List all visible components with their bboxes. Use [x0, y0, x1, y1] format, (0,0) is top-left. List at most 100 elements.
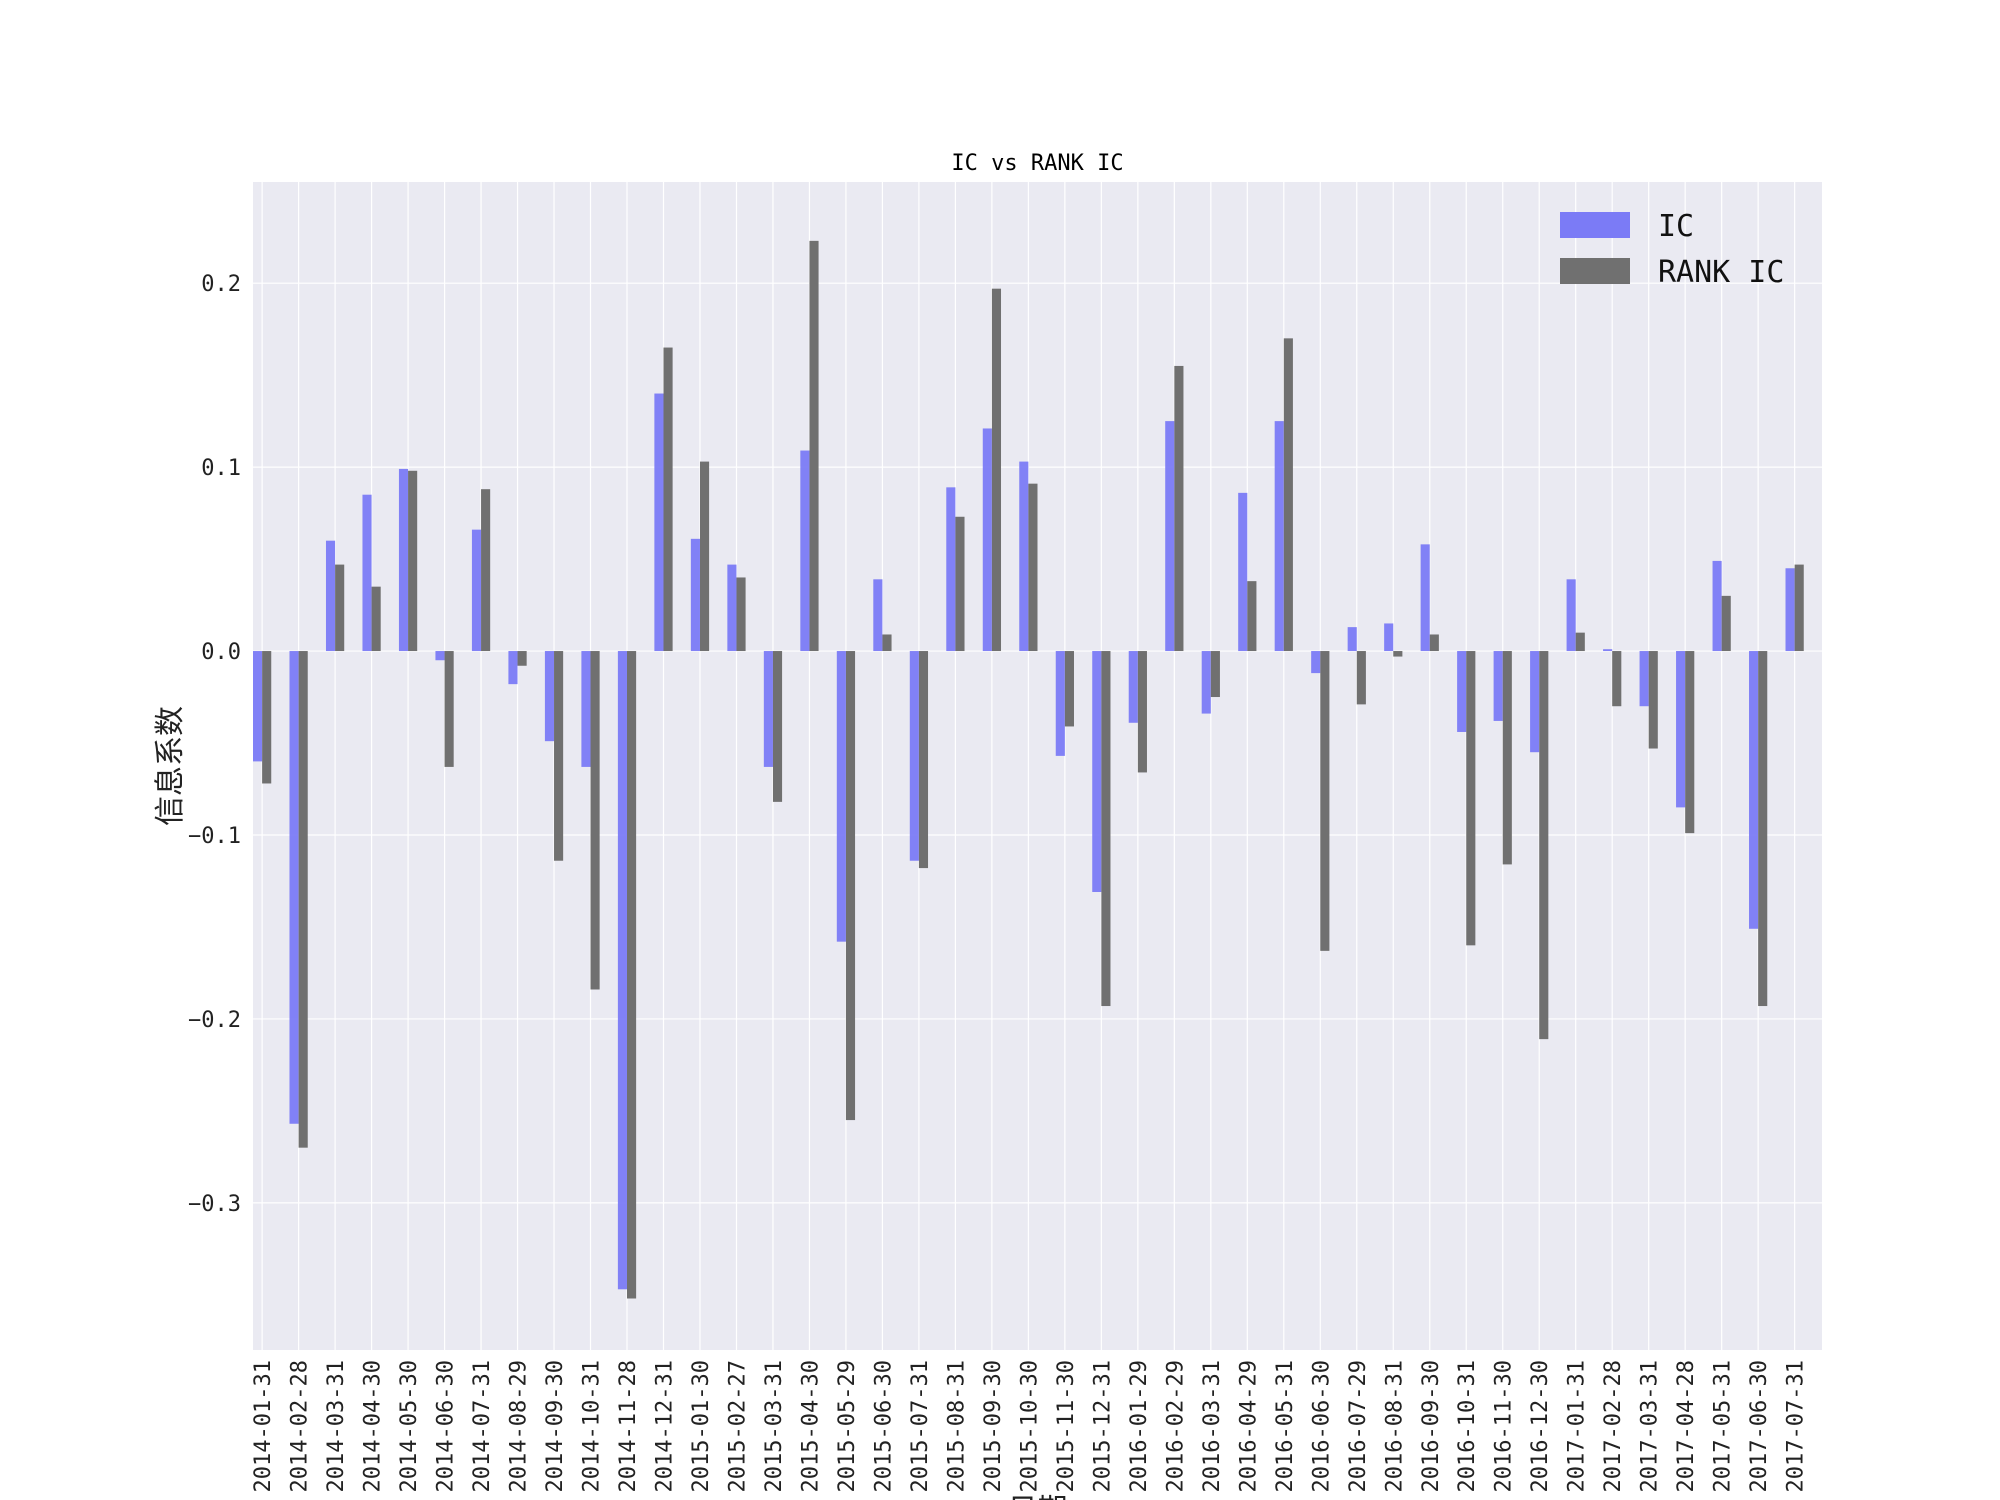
bar-ic: [1311, 651, 1321, 674]
bar-ic: [1566, 579, 1576, 652]
bar-rank-ic: [736, 577, 746, 652]
x-tick-label: 2017-01-31: [1565, 1360, 1590, 1492]
bar-ic: [325, 540, 336, 652]
x-tick-label: 2015-02-27: [725, 1360, 750, 1492]
bar-ic: [946, 487, 956, 652]
x-tick-label: 2014-07-31: [470, 1360, 495, 1492]
bar-ic: [873, 579, 883, 652]
bar-ic: [617, 651, 628, 1290]
bar-rank-ic: [1283, 338, 1293, 652]
x-tick-label: 2016-12-30: [1528, 1360, 1553, 1492]
bar-rank-ic: [1028, 483, 1038, 652]
bar-rank-ic: [1320, 651, 1330, 951]
bar-rank-ic: [918, 651, 929, 869]
bar-rank-ic: [1174, 365, 1184, 652]
x-tick-label: 2014-04-30: [361, 1360, 386, 1492]
bar-ic: [1785, 568, 1795, 652]
y-tick-label: −0.2: [188, 1008, 241, 1033]
bar-rank-ic: [517, 651, 527, 666]
legend-label: RANK IC: [1658, 255, 1784, 290]
bar-rank-ic: [1685, 651, 1695, 834]
x-tick-label: 2016-04-29: [1236, 1360, 1261, 1492]
x-tick-label: 2016-05-31: [1273, 1360, 1298, 1492]
y-tick-label: 0.2: [201, 272, 241, 297]
bar-ic: [727, 564, 737, 652]
x-tick-label: 2016-11-30: [1492, 1360, 1517, 1492]
bar-rank-ic: [882, 634, 892, 652]
bar-ic: [1530, 651, 1540, 753]
x-tick-label: 2016-07-29: [1346, 1360, 1371, 1492]
bar-ic: [1019, 461, 1029, 652]
x-tick-label: 2014-05-30: [397, 1360, 422, 1492]
bar-ic: [909, 651, 919, 861]
bar-ic: [1274, 421, 1284, 652]
legend: IC RANK IC: [1560, 209, 1784, 290]
bar-rank-ic: [1466, 651, 1476, 946]
x-tick-label: 2015-01-30: [689, 1360, 714, 1492]
bar-ic: [836, 651, 846, 942]
y-tick-label: −0.3: [188, 1192, 241, 1217]
bar-ic: [1493, 651, 1503, 721]
bar-rank-ic: [298, 651, 308, 1148]
bar-rank-ic: [845, 651, 856, 1121]
legend-swatch: [1560, 258, 1630, 284]
bar-rank-ic: [1648, 651, 1658, 749]
x-tick-label: 2017-03-31: [1638, 1360, 1663, 1492]
x-tick-label: 2014-03-31: [324, 1360, 349, 1492]
x-tick-label: 2015-05-29: [835, 1360, 860, 1492]
bar-ic: [982, 428, 992, 652]
x-tick-label: 2016-09-30: [1419, 1360, 1444, 1492]
bar-ic: [763, 651, 773, 767]
bar-ic: [253, 651, 263, 762]
x-tick-label: 2016-08-31: [1382, 1360, 1407, 1492]
bar-ic: [1128, 651, 1138, 723]
x-tick-label: 2016-10-31: [1455, 1360, 1480, 1492]
bar-ic: [1165, 421, 1175, 652]
bar-rank-ic: [1758, 651, 1768, 1007]
bar-ic: [1676, 651, 1686, 808]
x-tick-label: 2015-10-30: [1017, 1360, 1042, 1492]
x-axis-ticks: 2014-01-31 2014-02-28 2014-03-31 2014-04-30…: [251, 1360, 1809, 1492]
y-tick-label: 0.1: [201, 456, 241, 481]
x-tick-label: 2014-12-31: [652, 1360, 677, 1492]
x-tick-label: 2016-02-29: [1163, 1360, 1188, 1492]
x-tick-label: 2015-11-30: [1054, 1360, 1079, 1492]
bar-rank-ic: [590, 651, 600, 990]
bar-rank-ic: [262, 651, 272, 784]
y-axis-ticks: −0.3 −0.2 −0.1 0.0 0.1 0.2: [188, 272, 241, 1217]
legend-swatch: [1560, 212, 1630, 238]
x-tick-label: 2017-04-28: [1674, 1360, 1699, 1492]
bar-rank-ic: [335, 564, 345, 652]
bar-rank-ic: [991, 288, 1002, 652]
x-tick-label: 2014-02-28: [288, 1360, 313, 1492]
x-tick-label: 2014-11-28: [616, 1360, 641, 1492]
bar-ic: [654, 393, 664, 652]
x-tick-label: 2017-02-28: [1601, 1360, 1626, 1492]
bar-rank-ic: [772, 651, 783, 802]
bar-ic: [289, 651, 299, 1124]
y-axis-label: 信息系数: [153, 706, 188, 826]
bar-rank-ic: [1721, 595, 1731, 652]
bar-ic: [1712, 560, 1722, 652]
chart-title: IC vs RANK IC: [951, 151, 1123, 176]
x-tick-label: 2015-07-31: [908, 1360, 933, 1492]
x-tick-label: 2016-06-30: [1309, 1360, 1334, 1492]
legend-label: IC: [1658, 209, 1694, 244]
bar-ic: [1603, 649, 1613, 652]
bar-ic: [1238, 492, 1248, 652]
bar-ic: [1420, 544, 1430, 652]
x-tick-label: 2017-05-31: [1711, 1360, 1736, 1492]
bar-rank-ic: [481, 489, 491, 652]
y-tick-label: −0.1: [188, 824, 241, 849]
x-tick-label: 2017-06-30: [1747, 1360, 1772, 1492]
bar-rank-ic: [408, 470, 418, 652]
bar-ic: [544, 651, 555, 742]
bar-rank-ic: [1794, 564, 1804, 652]
x-tick-label: 2015-12-31: [1090, 1360, 1115, 1492]
bar-rank-ic: [1247, 581, 1257, 652]
bar-ic: [508, 651, 518, 685]
x-tick-label: 2015-09-30: [981, 1360, 1006, 1492]
x-tick-label: 2016-01-29: [1127, 1360, 1152, 1492]
bar-rank-ic: [699, 461, 710, 652]
